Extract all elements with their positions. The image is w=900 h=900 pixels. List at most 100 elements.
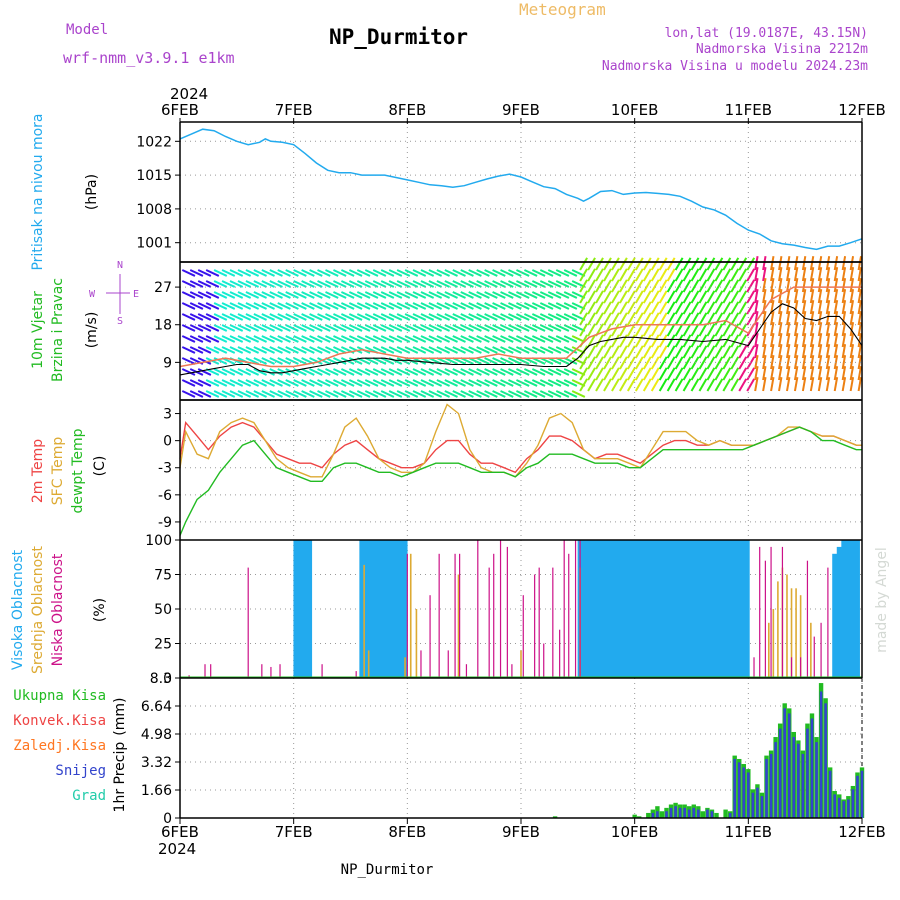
wind-barb	[555, 346, 570, 354]
wind-barb	[539, 313, 554, 321]
wind-barb	[611, 268, 620, 282]
wind-barb	[460, 335, 474, 343]
wind-barb	[412, 379, 427, 387]
wind-barb	[317, 269, 331, 277]
wind-barb	[738, 378, 748, 392]
snow-bar	[806, 728, 809, 818]
wind-barb	[762, 344, 767, 359]
wind-barb	[285, 346, 299, 354]
wind-barb	[595, 367, 604, 381]
wind-barb	[857, 300, 863, 315]
snow-bar	[751, 792, 755, 818]
wind-barb	[436, 291, 450, 299]
wind-barb	[237, 280, 252, 288]
wind-barb	[690, 367, 700, 381]
wind-barb	[396, 379, 411, 387]
wind-barb	[516, 280, 530, 288]
wind-barb	[547, 269, 562, 277]
wind-barb	[611, 257, 620, 271]
wind-barb	[650, 378, 660, 392]
wind-barb	[364, 291, 379, 299]
wind-barb	[722, 257, 732, 271]
wind-barb	[277, 269, 291, 277]
wind-barb	[492, 379, 506, 387]
temp-ylabel-1: 2m Temp	[30, 439, 46, 503]
wind-barb	[468, 324, 482, 332]
wind-barb	[674, 356, 684, 370]
wind-barb	[428, 346, 443, 354]
wind-barb	[436, 269, 450, 277]
wind-barb	[380, 280, 395, 288]
wind-barb	[197, 390, 212, 398]
wind-barb	[388, 269, 403, 277]
wind-barb	[269, 302, 283, 310]
wind-barb	[309, 291, 323, 299]
snow-bar	[787, 713, 791, 818]
wind-barb	[523, 302, 538, 310]
wind-barb	[229, 313, 244, 321]
wind-barb	[722, 345, 732, 359]
wind-barb	[555, 302, 570, 310]
ytick-label: 25	[154, 637, 172, 653]
wind-barb	[690, 378, 700, 392]
wind-barb	[793, 278, 799, 293]
wind-barb	[658, 301, 668, 315]
wind-barb	[468, 379, 482, 387]
wind-barb	[611, 356, 620, 370]
snow-bar	[833, 794, 837, 818]
wind-barb	[666, 301, 676, 315]
wind-barb	[801, 267, 807, 282]
snow-bar	[692, 807, 696, 818]
wind-barb	[785, 344, 791, 359]
wind-barb	[444, 313, 458, 321]
high-cloud-bar	[707, 540, 713, 678]
wind-barb	[444, 291, 458, 299]
wind-barb	[205, 302, 220, 310]
wind-barb	[674, 257, 684, 271]
low-cloud-bar	[559, 629, 561, 678]
wind-barb	[619, 290, 628, 304]
wind-barb	[801, 278, 807, 293]
high-cloud-bar	[666, 540, 672, 678]
wind-barb	[690, 323, 700, 337]
wind-barb	[555, 269, 570, 277]
wind-barb	[436, 335, 450, 343]
high-cloud-bar	[854, 540, 860, 678]
wind-barb	[500, 302, 514, 310]
wind-barb	[547, 379, 562, 387]
wind-barb	[563, 379, 578, 387]
wind-barb	[682, 323, 692, 337]
wind-barb	[603, 290, 612, 304]
wind-barb	[205, 390, 220, 398]
high-cloud-bar	[659, 540, 665, 678]
wind-barb	[476, 379, 490, 387]
wind-barb	[444, 335, 458, 343]
wind-barb	[197, 302, 212, 310]
wind-barb	[500, 346, 514, 354]
wind-barb	[857, 267, 863, 282]
wind-barb	[261, 346, 275, 354]
wind-barb	[801, 333, 807, 348]
wind-barb	[833, 289, 839, 304]
wind-barb	[269, 379, 283, 387]
wind-barb	[778, 344, 783, 359]
wind-barb	[706, 290, 716, 304]
wind-barb	[690, 268, 700, 282]
wind-barb	[595, 290, 604, 304]
wind-barb	[706, 367, 716, 381]
wind-barb	[388, 280, 403, 288]
wind-barb	[205, 379, 220, 387]
wind-barb	[372, 324, 387, 332]
high-cloud-bar	[645, 540, 651, 678]
wind-barb	[650, 356, 660, 370]
wind-barb	[579, 356, 588, 370]
wind-barb	[412, 346, 427, 354]
wind-barb	[476, 324, 490, 332]
total-precip-bar	[723, 809, 728, 818]
wind-barb	[730, 268, 740, 282]
wind-barb	[428, 390, 443, 398]
ytick-label: 100	[145, 533, 172, 549]
high-cloud-bar	[615, 540, 621, 678]
wind-barb	[197, 335, 212, 343]
wind-barb	[563, 357, 578, 365]
